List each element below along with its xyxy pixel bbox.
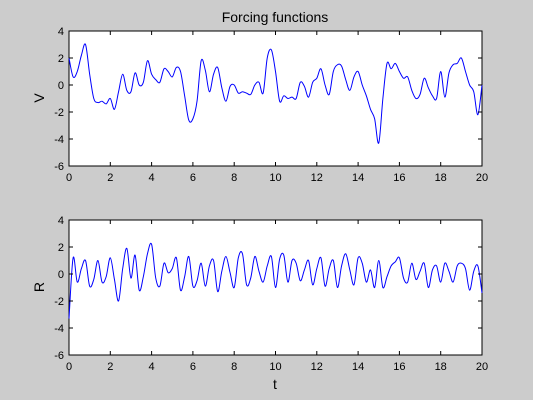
y-tick-label: -4 [54,323,64,335]
y-tick-label: 2 [58,242,64,254]
y-tick-label: -2 [54,107,64,119]
x-tick-label: 0 [66,361,72,373]
y-tick-label: 0 [58,269,64,281]
series-line-r [68,242,483,319]
series-group-v [68,43,483,144]
x-tick-label: 2 [107,361,113,373]
x-tick-label: 14 [352,361,364,373]
series-line-v [68,43,483,144]
x-tick-label: 16 [393,172,405,184]
x-tick-label: 10 [269,361,281,373]
x-tick-label: 10 [269,172,281,184]
y-tick-label: 0 [58,80,64,92]
y-axis-label-r: R [31,282,47,292]
x-tick-label: 14 [352,172,364,184]
y-tick-label: 4 [58,215,64,227]
x-tick-label: 12 [311,361,323,373]
ticks-r: 0 2 4 6 8 10 12 14 16 18 20 -6 -4 -2 0 2 4 [54,215,488,373]
series-group-r [68,242,483,319]
x-tick-label: 4 [149,361,155,373]
x-axis-label-r: t [273,376,277,392]
y-tick-label: -2 [54,296,64,308]
x-tick-label: 0 [66,172,72,184]
x-tick-label: 20 [476,172,488,184]
x-tick-label: 6 [190,172,196,184]
x-tick-label: 8 [231,361,237,373]
ticks-v: 0 2 4 6 8 10 12 14 16 18 20 -6 -4 -2 0 2 4 [54,26,488,184]
y-tick-label: 2 [58,53,64,65]
x-tick-label: 18 [435,361,447,373]
y-tick-label: -6 [54,161,64,173]
axes-r: 0 2 4 6 8 10 12 14 16 18 20 -6 -4 -2 0 2 4 R t [31,215,488,392]
x-tick-label: 4 [149,172,155,184]
x-tick-label: 16 [393,361,405,373]
y-tick-label: -4 [54,134,64,146]
x-tick-label: 12 [311,172,323,184]
x-tick-label: 20 [476,361,488,373]
plot-area-v [68,30,483,167]
x-tick-label: 6 [190,361,196,373]
x-tick-label: 18 [435,172,447,184]
axes-v: 0 2 4 6 8 10 12 14 16 18 20 -6 -4 -2 0 2 4 V [31,26,488,184]
y-tick-label: 4 [58,26,64,38]
y-tick-label: -6 [54,350,64,362]
x-tick-label: 2 [107,172,113,184]
x-tick-label: 8 [231,172,237,184]
y-axis-label-v: V [31,93,47,103]
figure-title: Forcing functions [222,9,329,25]
